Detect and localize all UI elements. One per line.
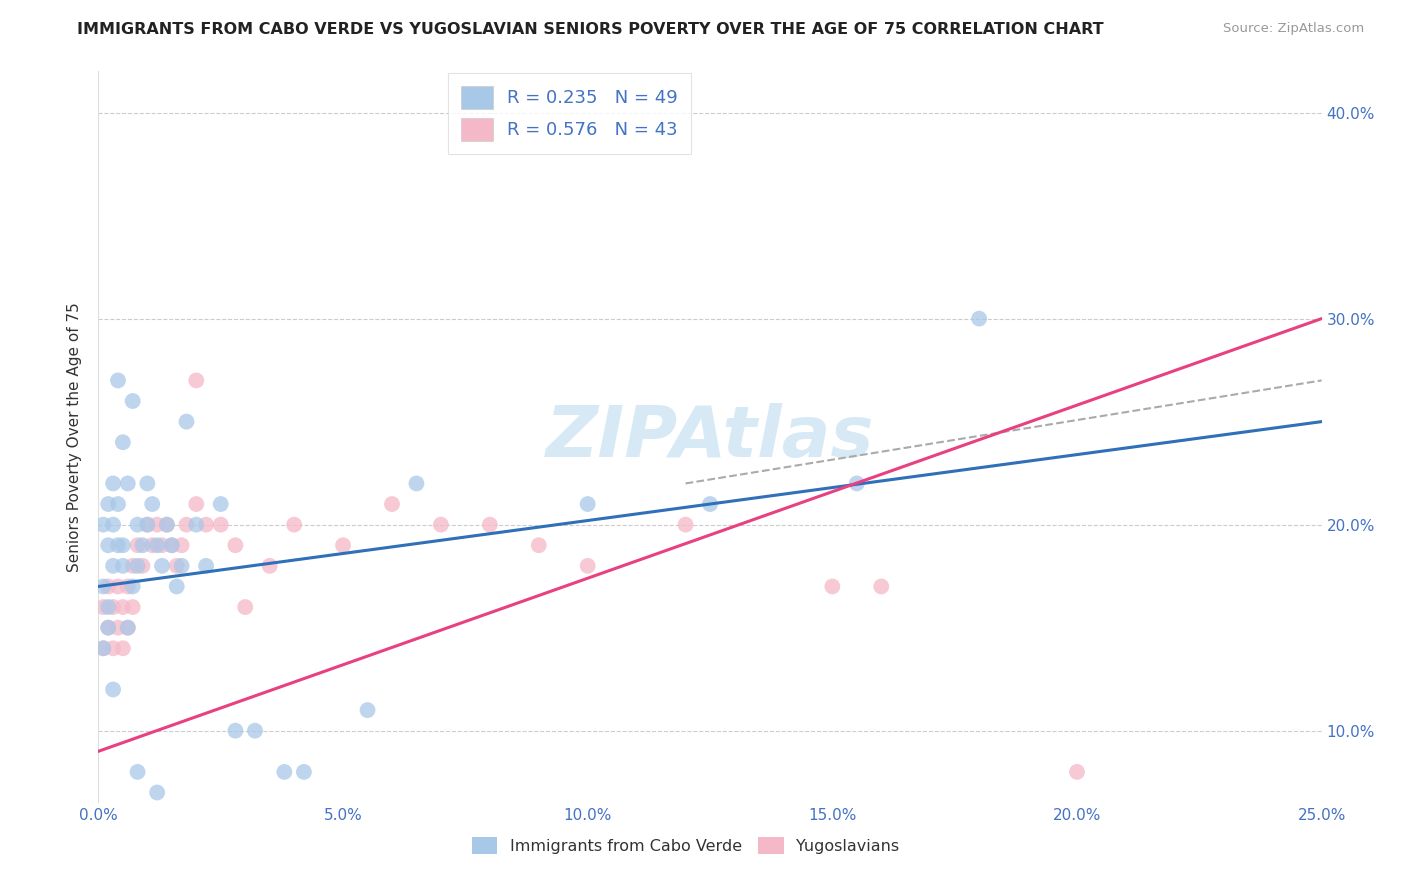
- Point: [91, 600, 114, 615]
- Point: [141, 538, 163, 552]
- Point: [117, 579, 139, 593]
- Point: [127, 517, 149, 532]
- Point: [233, 600, 256, 615]
- Point: [111, 538, 134, 552]
- Point: [243, 723, 266, 738]
- Point: [121, 600, 143, 615]
- Point: [136, 517, 159, 532]
- Point: [166, 579, 188, 593]
- Point: [97, 538, 120, 552]
- Point: [699, 497, 721, 511]
- Point: [332, 538, 354, 552]
- Point: [136, 476, 159, 491]
- Point: [127, 558, 149, 573]
- Point: [107, 538, 129, 552]
- Point: [101, 558, 124, 573]
- Point: [576, 558, 599, 573]
- Point: [97, 579, 120, 593]
- Point: [209, 517, 232, 532]
- Point: [176, 517, 198, 532]
- Point: [186, 497, 208, 511]
- Legend: Immigrants from Cabo Verde, Yugoslavians: Immigrants from Cabo Verde, Yugoslavians: [465, 830, 905, 861]
- Point: [121, 558, 143, 573]
- Point: [127, 764, 149, 779]
- Point: [224, 538, 246, 552]
- Point: [117, 476, 139, 491]
- Point: [107, 373, 129, 387]
- Point: [176, 415, 198, 429]
- Point: [870, 579, 893, 593]
- Point: [166, 558, 188, 573]
- Point: [97, 621, 120, 635]
- Point: [160, 538, 183, 552]
- Point: [156, 517, 179, 532]
- Point: [91, 641, 114, 656]
- Point: [131, 538, 153, 552]
- Point: [576, 497, 599, 511]
- Point: [101, 682, 124, 697]
- Point: [273, 764, 295, 779]
- Point: [97, 621, 120, 635]
- Point: [224, 723, 246, 738]
- Point: [845, 476, 868, 491]
- Point: [675, 517, 697, 532]
- Point: [186, 517, 208, 532]
- Point: [209, 497, 232, 511]
- Point: [127, 538, 149, 552]
- Point: [186, 373, 208, 387]
- Point: [150, 538, 173, 552]
- Text: IMMIGRANTS FROM CABO VERDE VS YUGOSLAVIAN SENIORS POVERTY OVER THE AGE OF 75 COR: IMMIGRANTS FROM CABO VERDE VS YUGOSLAVIA…: [77, 22, 1104, 37]
- Point: [97, 497, 120, 511]
- Point: [356, 703, 378, 717]
- Point: [117, 621, 139, 635]
- Point: [478, 517, 501, 532]
- Point: [156, 517, 179, 532]
- Point: [1066, 764, 1088, 779]
- Point: [150, 558, 173, 573]
- Point: [91, 579, 114, 593]
- Point: [381, 497, 404, 511]
- Point: [405, 476, 427, 491]
- Point: [136, 517, 159, 532]
- Point: [146, 517, 169, 532]
- Point: [101, 517, 124, 532]
- Point: [146, 538, 169, 552]
- Point: [170, 558, 193, 573]
- Point: [91, 641, 114, 656]
- Text: Source: ZipAtlas.com: Source: ZipAtlas.com: [1223, 22, 1364, 36]
- Point: [121, 394, 143, 409]
- Point: [111, 600, 134, 615]
- Point: [131, 558, 153, 573]
- Point: [430, 517, 453, 532]
- Point: [170, 538, 193, 552]
- Point: [111, 558, 134, 573]
- Text: ZIPAtlas: ZIPAtlas: [546, 402, 875, 472]
- Point: [283, 517, 305, 532]
- Y-axis label: Seniors Poverty Over the Age of 75: Seniors Poverty Over the Age of 75: [67, 302, 83, 572]
- Point: [91, 517, 114, 532]
- Point: [146, 785, 169, 799]
- Point: [111, 641, 134, 656]
- Point: [101, 476, 124, 491]
- Point: [101, 600, 124, 615]
- Point: [97, 600, 120, 615]
- Point: [117, 621, 139, 635]
- Point: [160, 538, 183, 552]
- Point: [967, 311, 990, 326]
- Point: [259, 558, 281, 573]
- Point: [527, 538, 550, 552]
- Point: [195, 558, 218, 573]
- Point: [101, 641, 124, 656]
- Point: [107, 621, 129, 635]
- Point: [821, 579, 844, 593]
- Point: [292, 764, 315, 779]
- Point: [107, 497, 129, 511]
- Point: [195, 517, 218, 532]
- Point: [107, 579, 129, 593]
- Point: [121, 579, 143, 593]
- Point: [111, 435, 134, 450]
- Point: [141, 497, 163, 511]
